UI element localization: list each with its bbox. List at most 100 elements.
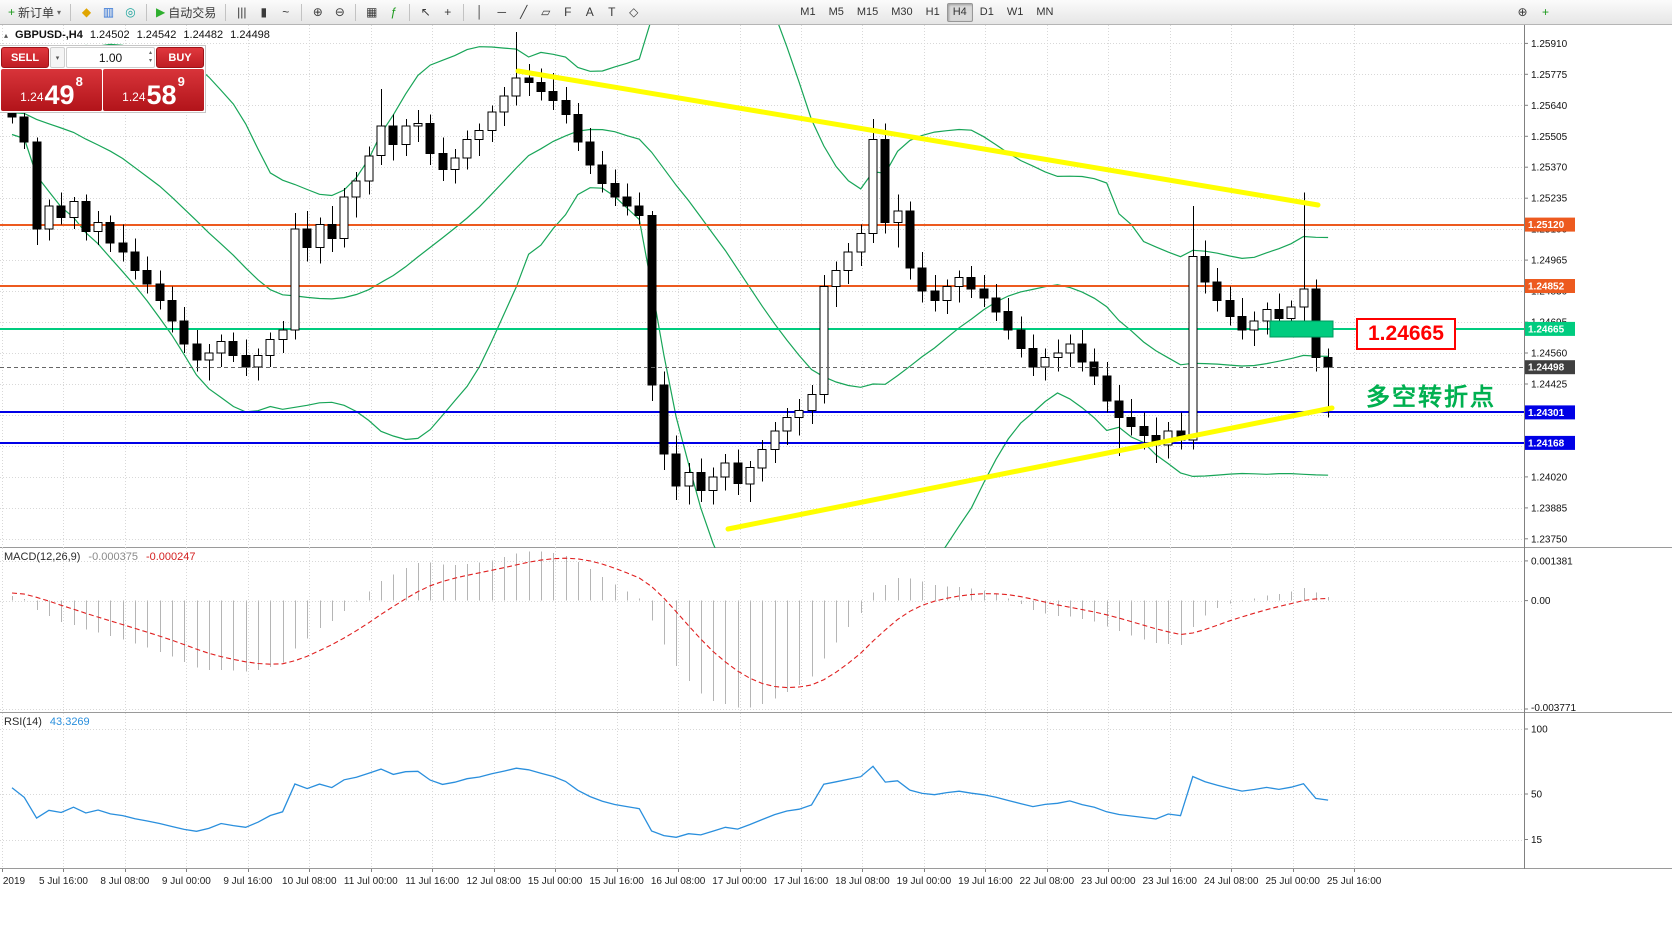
macd-name: MACD(12,26,9) — [4, 551, 81, 563]
timeframe-m5[interactable]: M5 — [828, 6, 844, 18]
timeframe-w1[interactable]: W1 — [1006, 6, 1024, 18]
svg-text:50: 50 — [1531, 790, 1543, 801]
svg-text:17 Jul 00:00: 17 Jul 00:00 — [712, 876, 767, 887]
svg-text:19 Jul 16:00: 19 Jul 16:00 — [958, 876, 1013, 887]
svg-text:11 Jul 16:00: 11 Jul 16:00 — [405, 876, 459, 887]
price-tag-1.24665 — [1525, 321, 1575, 336]
sell-button[interactable]: SELL — [1, 47, 49, 68]
price-annotation-text: 1.24665 — [1368, 322, 1444, 345]
zoom-search-icon: ⊕ — [1517, 5, 1528, 19]
channel-button[interactable]: ▱ — [535, 2, 556, 23]
svg-text:9 Jul 16:00: 9 Jul 16:00 — [223, 876, 272, 887]
candlestick-chart-button[interactable]: ▮ — [253, 2, 274, 23]
timeframe-h4[interactable]: H4 — [946, 2, 973, 22]
crosshair-button[interactable]: + — [437, 2, 458, 23]
time-axis[interactable]: 5 Jul 2019 5 Jul 16:00 8 Jul 08:00 9 Jul 00… — [0, 869, 1672, 891]
autotrading-icon: ▶ — [156, 5, 166, 19]
indicators-button[interactable]: ƒ — [383, 2, 404, 23]
macd-canvas[interactable]: 0.001381 0.00 -0.003771 — [0, 548, 1672, 713]
candlestick-chart-icon: ▮ — [260, 5, 268, 19]
svg-text:15: 15 — [1531, 835, 1543, 846]
bar-chart-button[interactable]: ||| — [231, 2, 252, 23]
text-label-button[interactable]: T — [601, 2, 622, 23]
add-chart-button[interactable]: + — [1535, 2, 1556, 23]
bollinger-bands — [11, 25, 1329, 548]
toolbar-separator — [70, 3, 72, 21]
main-chart-canvas[interactable]: 1.25910 1.25775 1.25640 1.25505 1.25370 1.252… — [0, 25, 1672, 548]
fibonacci-button[interactable]: F — [557, 2, 578, 23]
volume-spinner: ▴ ▾ — [149, 49, 152, 65]
price-tag-1.24301 — [1525, 405, 1575, 420]
rsi-canvas[interactable]: 100 50 15 — [0, 713, 1672, 869]
svg-text:1.25775: 1.25775 — [1531, 70, 1568, 81]
buy-button[interactable]: BUY — [156, 47, 204, 68]
indicators-icon: ƒ — [390, 5, 398, 19]
svg-text:1.24665: 1.24665 — [1528, 324, 1565, 335]
volume-up-icon[interactable]: ▴ — [148, 50, 152, 56]
price-annotation-box[interactable]: 1.24665 — [1356, 318, 1456, 350]
buy-price-digits: 58 — [146, 80, 177, 110]
buy-price-pipette: 9 — [177, 74, 185, 89]
support-resistance-lines[interactable] — [0, 224, 1524, 444]
volume-value: 1.00 — [98, 50, 123, 65]
svg-text:17 Jul 16:00: 17 Jul 16:00 — [774, 876, 829, 887]
toolbar-separator — [355, 3, 357, 21]
svg-text:1.24965: 1.24965 — [1531, 256, 1568, 267]
timeframe-m30[interactable]: M30 — [891, 6, 913, 18]
bar-chart-icon: ||| — [237, 5, 247, 19]
fibonacci-icon: F — [564, 5, 572, 19]
time-axis-canvas[interactable]: 5 Jul 2019 5 Jul 16:00 8 Jul 08:00 9 Jul 00… — [0, 869, 1672, 891]
zoom-search-button[interactable]: ⊕ — [1512, 2, 1533, 23]
svg-text:5 Jul 16:00: 5 Jul 16:00 — [39, 876, 88, 887]
price-tag-1.24852 — [1525, 279, 1575, 293]
one-click-trading-panel: SELL ▾ 1.00 ▴ ▾ BUY 1.24 49 8 1.24 58 9 — [0, 45, 206, 113]
symbol-info: ▴ GBPUSD-,H4 1.24502 1.24542 1.24482 1.2… — [4, 29, 270, 41]
pivot-annotation-text[interactable]: 多空转折点 — [1366, 384, 1496, 411]
timeframe-bar: M1 M5 M15 M30 H1 H4 D1 W1 MN — [794, 2, 1059, 22]
zoom-out-button[interactable]: ⊖ — [329, 2, 350, 23]
svg-text:1.23750: 1.23750 — [1531, 534, 1568, 545]
collapse-panel-icon[interactable]: ▴ — [4, 30, 9, 40]
tile-windows-button[interactable]: ▦ — [361, 2, 382, 23]
rsi-level-lines — [0, 729, 1524, 841]
macd-signal-line — [11, 557, 1329, 689]
sell-price-digits: 49 — [44, 80, 75, 110]
timeframe-m15[interactable]: M15 — [856, 6, 879, 18]
autotrading-button[interactable]: ▶ 自动交易 — [152, 2, 220, 23]
buy-price-display[interactable]: 1.24 58 9 — [103, 69, 204, 111]
timeframe-h1[interactable]: H1 — [925, 6, 940, 18]
horizontal-line-button[interactable]: ─ — [491, 2, 512, 23]
timeframe-mn[interactable]: MN — [1036, 6, 1054, 18]
data-window-button[interactable]: ◎ — [120, 2, 141, 23]
toolbar-separator — [463, 3, 465, 21]
add-chart-icon: + — [1541, 5, 1549, 19]
svg-text:15 Jul 00:00: 15 Jul 00:00 — [528, 876, 583, 887]
new-order-button[interactable]: + 新订单 ▾ — [4, 2, 65, 23]
sell-price-display[interactable]: 1.24 49 8 — [1, 69, 102, 111]
svg-text:1.23885: 1.23885 — [1531, 503, 1568, 514]
favorites-button[interactable]: ◆ — [76, 2, 97, 23]
cursor-button[interactable]: ↖ — [415, 2, 436, 23]
ohlc-open: 1.24502 — [89, 29, 130, 41]
market-watch-button[interactable]: ▥ — [98, 2, 119, 23]
text-icon: A — [585, 5, 594, 19]
text-button[interactable]: A — [579, 2, 600, 23]
toolbar-separator — [409, 3, 411, 21]
trendline-button[interactable]: ╱ — [513, 2, 534, 23]
volume-dropdown-button[interactable]: ▾ — [50, 47, 65, 68]
line-chart-button[interactable]: ~ — [275, 2, 296, 23]
vertical-gridlines — [2, 548, 1355, 713]
timeframe-m1[interactable]: M1 — [800, 6, 816, 18]
vertical-line-button[interactable]: │ — [469, 2, 490, 23]
zoom-in-button[interactable]: ⊕ — [307, 2, 328, 23]
toolbar-separator — [225, 3, 227, 21]
shapes-button[interactable]: ◇ — [623, 2, 644, 23]
toolbar-separator — [146, 3, 148, 21]
yellow-trendline-lower[interactable] — [725, 405, 1335, 532]
volume-down-icon[interactable]: ▾ — [148, 58, 152, 64]
yellow-trendline-upper[interactable] — [515, 68, 1321, 208]
volume-field[interactable]: 1.00 ▴ ▾ — [66, 47, 155, 68]
timeframe-d1[interactable]: D1 — [979, 6, 994, 18]
green-zone-marker[interactable] — [1269, 320, 1334, 338]
autotrading-button-label: 自动交易 — [168, 5, 217, 20]
